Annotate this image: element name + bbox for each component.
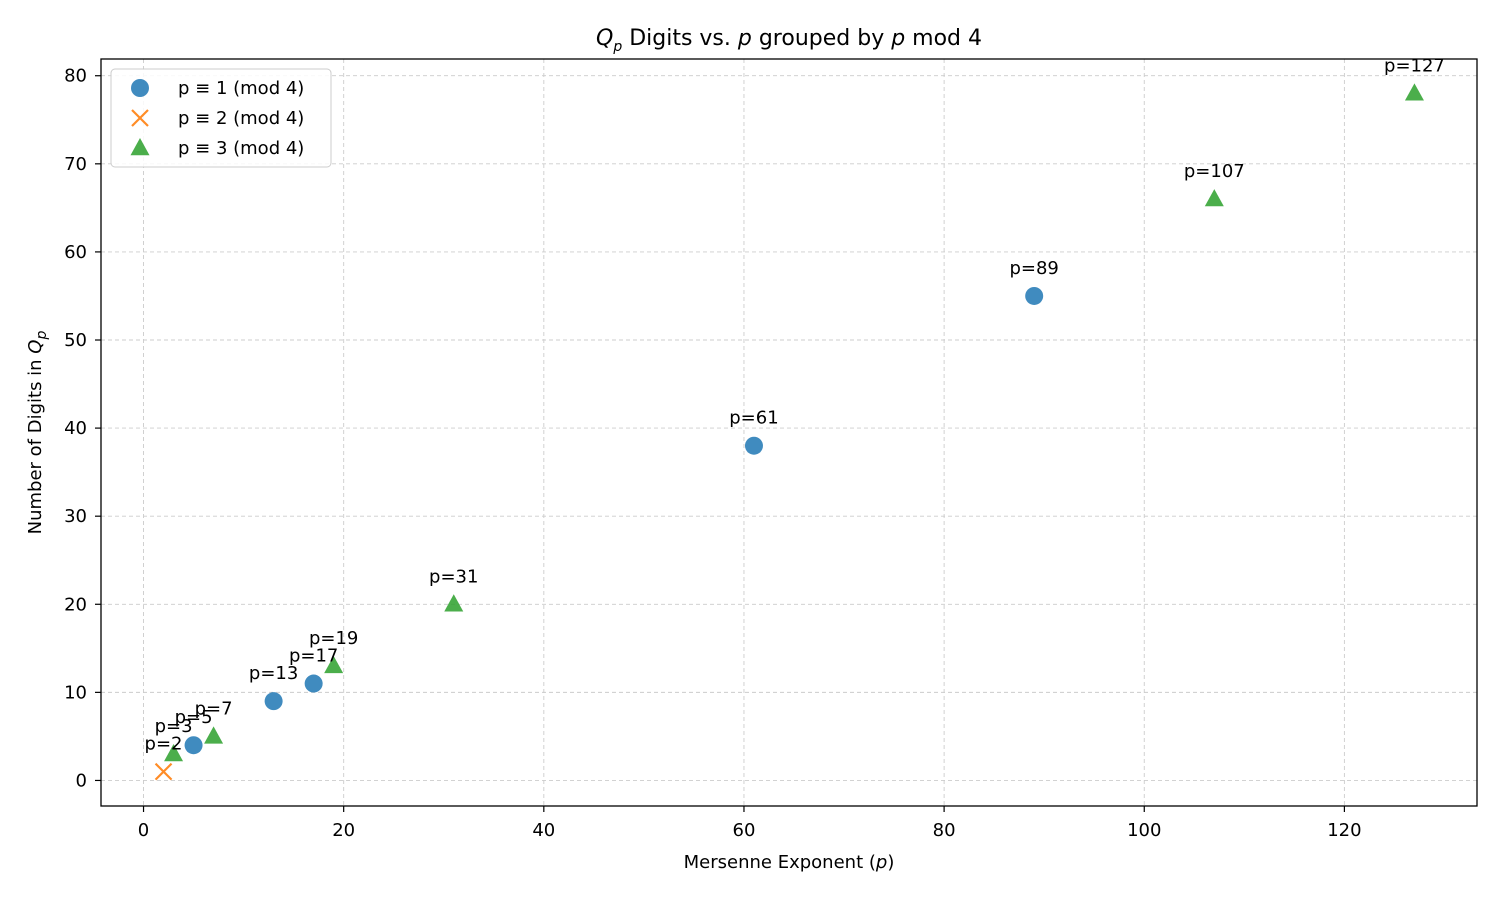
title-part-1: Digits vs. <box>622 26 738 51</box>
data-point-triangle <box>1204 189 1224 207</box>
title-part-2: grouped by <box>752 26 891 51</box>
grid-lines <box>101 59 1477 806</box>
y-axis-label: Number of Digits in Qp <box>25 331 50 535</box>
legend: p ≡ 1 (mod 4) p ≡ 2 (mod 4) p ≡ 3 (mod 4) <box>110 68 332 168</box>
point-annotations: p=5 p=13p=17 p=61 p=89 p=2p=3p=7 p=19 p=31 p=10… <box>145 55 1445 754</box>
data-point-triangle <box>1404 83 1424 101</box>
point-label: p=17 <box>289 646 338 667</box>
data-point-circle <box>264 692 283 711</box>
x-tick-label: 100 <box>1127 820 1161 841</box>
plot-frame <box>100 58 1478 807</box>
y-axis-label-var: Q <box>25 340 46 354</box>
legend-items: p ≡ 1 (mod 4) p ≡ 2 (mod 4) p ≡ 3 (mod 4) <box>130 78 304 159</box>
point-label: p=19 <box>309 628 358 649</box>
data-point-triangle <box>444 594 464 612</box>
chart-title: Qp Digits vs. p grouped by p mod 4 <box>596 26 982 55</box>
data-point-triangle <box>164 744 184 762</box>
legend-marker-x <box>131 109 149 127</box>
x-tick-label: 40 <box>532 820 555 841</box>
y-tick-label: 80 <box>64 66 87 87</box>
x-axis-label-var: p <box>875 852 887 873</box>
y-tick-label: 0 <box>76 770 87 791</box>
legend-label: p ≡ 1 (mod 4) <box>178 78 304 99</box>
point-label: p=127 <box>1384 55 1445 76</box>
y-tick-label: 10 <box>64 682 87 703</box>
y-axis-label-text: Number of Digits in <box>25 354 46 535</box>
data-point-circle <box>304 674 323 693</box>
x-tick-label: 120 <box>1327 820 1361 841</box>
y-tick-label: 20 <box>64 594 87 615</box>
y-tick-label: 70 <box>64 154 87 175</box>
y-axis-label-subscript: p <box>34 331 50 341</box>
data-point-x <box>154 762 173 781</box>
title-q-subscript: p <box>612 39 622 55</box>
title-p: p <box>737 26 752 51</box>
title-q: Q <box>596 26 613 51</box>
data-points <box>154 83 1424 781</box>
data-point-circle <box>184 736 203 755</box>
y-tick-label: 50 <box>64 330 87 351</box>
point-label: p=7 <box>195 698 233 719</box>
y-tick-label: 60 <box>64 242 87 263</box>
point-label: p=3 <box>155 716 193 737</box>
point-label: p=89 <box>1009 258 1058 279</box>
data-point-triangle <box>204 726 224 744</box>
data-point-triangle <box>324 655 344 674</box>
title-p-2: p <box>890 26 905 51</box>
x-axis-label: Mersenne Exponent (p) <box>684 852 895 873</box>
x-tick-label: 0 <box>138 820 149 841</box>
y-tick-label: 40 <box>64 418 87 439</box>
x-axis-label-close: ) <box>887 852 894 873</box>
x-tick-label: 80 <box>933 820 956 841</box>
axis-ticks: 0 20 40 60 80 100 120 0 10 20 30 40 50 60 70 80 <box>64 66 1361 841</box>
legend-marker-circle <box>131 79 149 97</box>
point-label: p=31 <box>429 566 478 587</box>
legend-label: p ≡ 3 (mod 4) <box>178 138 304 159</box>
point-label: p=2 <box>145 734 183 755</box>
y-tick-label: 30 <box>64 506 87 527</box>
x-tick-label: 20 <box>332 820 355 841</box>
x-tick-label: 60 <box>733 820 756 841</box>
title-part-3: mod 4 <box>905 26 982 51</box>
legend-marker-triangle <box>130 138 150 156</box>
legend-label: p ≡ 2 (mod 4) <box>178 108 304 129</box>
data-point-circle <box>744 436 763 455</box>
data-point-circle <box>1025 286 1044 305</box>
point-label: p=13 <box>249 663 298 684</box>
x-axis-label-text: Mersenne Exponent ( <box>684 852 876 873</box>
point-label: p=5 <box>175 707 213 728</box>
legend-box <box>110 68 332 168</box>
point-label: p=61 <box>729 408 778 429</box>
point-label: p=107 <box>1184 161 1245 182</box>
